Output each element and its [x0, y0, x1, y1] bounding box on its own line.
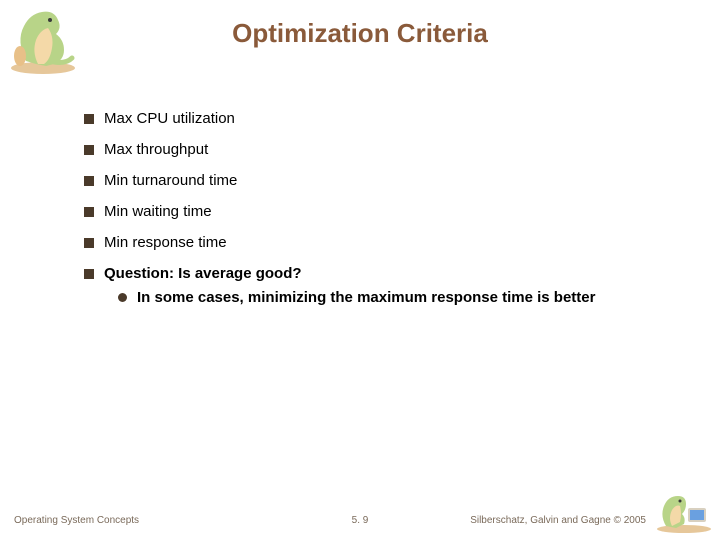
slide-title: Optimization Criteria: [0, 18, 720, 49]
circle-bullet-icon: [118, 293, 127, 302]
bullet-item: Question: Is average good?: [84, 265, 680, 282]
bullet-text: Min turnaround time: [104, 172, 237, 189]
square-bullet-icon: [84, 114, 94, 124]
bullet-item: Max CPU utilization: [84, 110, 680, 127]
bullet-item: Max throughput: [84, 141, 680, 158]
slide: Optimization Criteria Max CPU utilizatio…: [0, 0, 720, 540]
square-bullet-icon: [84, 269, 94, 279]
square-bullet-icon: [84, 145, 94, 155]
bullet-text: Min response time: [104, 234, 227, 251]
square-bullet-icon: [84, 176, 94, 186]
sub-bullet-text: In some cases, minimizing the maximum re…: [137, 288, 595, 308]
bullet-list: Max CPU utilization Max throughput Min t…: [84, 110, 680, 308]
bullet-text: Question: Is average good?: [104, 265, 302, 282]
bullet-text: Max CPU utilization: [104, 110, 235, 127]
footer-right-text: Silberschatz, Galvin and Gagne © 2005: [470, 515, 646, 526]
bullet-text: Max throughput: [104, 141, 208, 158]
square-bullet-icon: [84, 207, 94, 217]
sub-bullet-item: In some cases, minimizing the maximum re…: [118, 288, 680, 308]
bullet-text: Min waiting time: [104, 203, 212, 220]
dinosaur-illustration-bottom-right: [654, 488, 714, 534]
bullet-item: Min response time: [84, 234, 680, 251]
bullet-item: Min waiting time: [84, 203, 680, 220]
square-bullet-icon: [84, 238, 94, 248]
bullet-item: Min turnaround time: [84, 172, 680, 189]
